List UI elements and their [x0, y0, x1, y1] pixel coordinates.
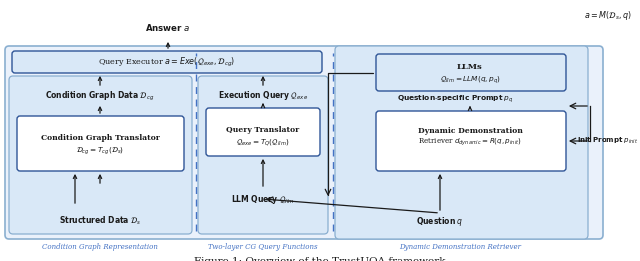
FancyBboxPatch shape — [206, 108, 320, 156]
FancyBboxPatch shape — [335, 46, 588, 239]
FancyBboxPatch shape — [12, 51, 322, 73]
FancyBboxPatch shape — [376, 54, 566, 91]
Text: $\mathcal{Q}_{llm} = LLM(q, p_q)$: $\mathcal{Q}_{llm} = LLM(q, p_q)$ — [440, 74, 500, 86]
Text: Retriever $d_{dynamic} = R(q, p_{init})$: Retriever $d_{dynamic} = R(q, p_{init})$ — [418, 136, 522, 148]
Text: Condition Graph Translator: Condition Graph Translator — [40, 134, 159, 142]
Text: $\bf{LLM\ Query}$ $\mathcal{Q}_{llm}$: $\bf{LLM\ Query}$ $\mathcal{Q}_{llm}$ — [231, 193, 295, 205]
Text: Dynamic Demonstration Retriever: Dynamic Demonstration Retriever — [399, 243, 521, 251]
FancyBboxPatch shape — [5, 46, 603, 239]
Text: Figure 1: Overview of the TrustUQA framework: Figure 1: Overview of the TrustUQA frame… — [195, 257, 445, 261]
Text: $\mathcal{D}_{cg} = T_{cg}(\mathcal{D}_s)$: $\mathcal{D}_{cg} = T_{cg}(\mathcal{D}_s… — [76, 145, 124, 157]
FancyBboxPatch shape — [376, 111, 566, 171]
Text: Query Executor $a = \mathit{Exe}(\mathcal{Q}_{exe}, \mathcal{D}_{cg})$: Query Executor $a = \mathit{Exe}(\mathca… — [99, 55, 236, 69]
Text: Dynamic Demonstration: Dynamic Demonstration — [417, 127, 522, 135]
Text: Two-layer CG Query Functions: Two-layer CG Query Functions — [208, 243, 318, 251]
Text: $\mathcal{Q}_{exe} = T_Q(\mathcal{Q}_{llm})$: $\mathcal{Q}_{exe} = T_Q(\mathcal{Q}_{ll… — [236, 138, 290, 148]
Text: $\bf{Answer}$ $a$: $\bf{Answer}$ $a$ — [145, 22, 191, 33]
Text: $\bf{Execution\ Query}$ $\mathcal{Q}_{exe}$: $\bf{Execution\ Query}$ $\mathcal{Q}_{ex… — [218, 90, 308, 103]
FancyBboxPatch shape — [9, 76, 192, 234]
Text: $\bf{Structured\ Data}$ $\mathcal{D}_s$: $\bf{Structured\ Data}$ $\mathcal{D}_s$ — [59, 215, 141, 227]
Text: $a = M(\mathcal{D}_s, q)$: $a = M(\mathcal{D}_s, q)$ — [584, 9, 632, 22]
Text: $\bf{Condition\ Graph\ Data}$ $\mathcal{D}_{cg}$: $\bf{Condition\ Graph\ Data}$ $\mathcal{… — [45, 90, 155, 103]
Text: $\bf{Question\text{-}specific\ Prompt}$ $p_q$: $\bf{Question\text{-}specific\ Prompt}$ … — [397, 93, 513, 105]
Text: $\bf{Question}$ $q$: $\bf{Question}$ $q$ — [416, 216, 464, 228]
Text: Query Translator: Query Translator — [227, 126, 300, 134]
Text: Condition Graph Representation: Condition Graph Representation — [42, 243, 158, 251]
FancyBboxPatch shape — [17, 116, 184, 171]
Text: $\bf{Init\ Prompt}$ $p_{init}$: $\bf{Init\ Prompt}$ $p_{init}$ — [577, 136, 639, 146]
Text: LLMs: LLMs — [457, 63, 483, 71]
FancyBboxPatch shape — [198, 76, 328, 234]
